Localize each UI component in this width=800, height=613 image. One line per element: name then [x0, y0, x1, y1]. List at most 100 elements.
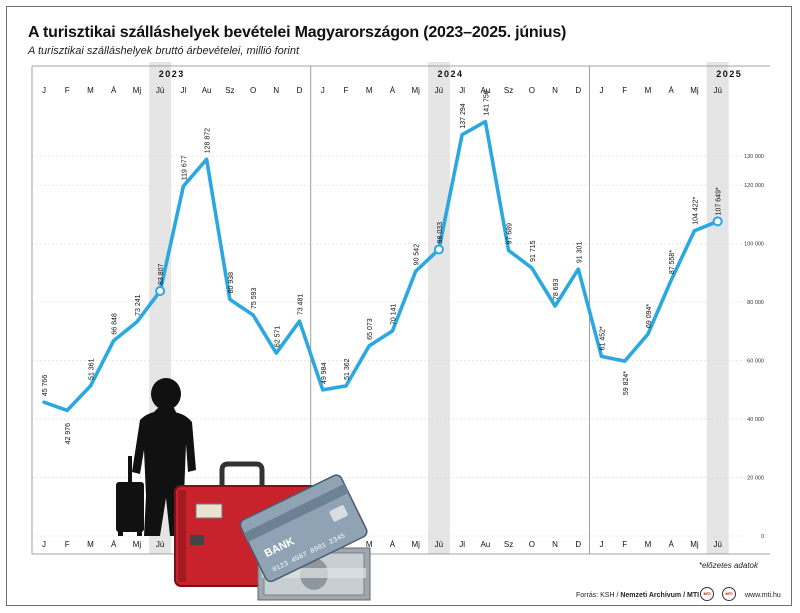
month-label-top: Á — [111, 86, 117, 95]
y-tick-label: 80 000 — [747, 300, 764, 306]
mti-logo-icon: MTI — [700, 587, 714, 601]
source-website: www.mti.hu — [745, 592, 781, 599]
data-label: 128 872 — [205, 128, 212, 153]
month-label-top: Jú — [156, 86, 164, 95]
year-dividers — [31, 65, 770, 555]
data-label: 70 141 — [390, 303, 397, 325]
month-label-bottom: Á — [111, 540, 117, 549]
month-label-top: D — [575, 86, 581, 95]
month-label-top: O — [250, 86, 256, 95]
month-label-bottom: Á — [390, 540, 396, 549]
figure-frame — [6, 6, 792, 606]
data-point — [433, 244, 444, 255]
month-label-top: M — [366, 86, 373, 95]
month-label-bottom: Au — [480, 540, 490, 549]
source-prefix: Forrás: KSH / — [576, 592, 621, 599]
month-label-bottom: F — [622, 540, 627, 549]
month-label-bottom: F — [65, 540, 70, 549]
data-label: 91 301 — [576, 242, 583, 264]
y-tick-label: 130 000 — [744, 154, 764, 160]
data-point — [155, 286, 166, 297]
month-label-top: Jú — [435, 86, 443, 95]
series-line — [42, 119, 720, 413]
data-label: 73 481 — [298, 294, 305, 316]
data-label: 75 593 — [251, 288, 258, 310]
y-tick-label: 0 — [761, 534, 764, 540]
month-label-top: N — [552, 86, 558, 95]
data-label: 51 361 — [88, 358, 95, 380]
data-label: 45 766 — [42, 375, 49, 397]
month-label-bottom: Sz — [504, 540, 513, 549]
data-label: 80 938 — [228, 272, 235, 294]
month-label-bottom: Mj — [133, 540, 142, 549]
highlight-band — [427, 62, 450, 554]
month-label-bottom: J — [600, 540, 604, 549]
data-label: 51 362 — [344, 358, 351, 380]
source-credit: Forrás: KSH / Nemzeti Archívum / MTI — [576, 592, 699, 599]
mti-logo-icon-2: MTI — [722, 587, 736, 601]
data-label: 141 756 — [483, 90, 490, 115]
month-label-bottom: Á — [669, 540, 675, 549]
data-labels: 45 766 42 976 51 361 66 848 73 241 83 807 119 … — [42, 90, 723, 444]
month-label-top: N — [273, 86, 279, 95]
month-label-top: Jl — [459, 86, 465, 95]
data-label: 97 689 — [507, 223, 514, 245]
data-label: 107 649* — [716, 187, 723, 215]
month-label-top: Jú — [713, 86, 721, 95]
month-label-top: Mj — [411, 86, 420, 95]
month-label-bottom: Jú — [156, 540, 164, 549]
month-label-top: M — [87, 86, 94, 95]
year-label: 2023 — [159, 69, 185, 79]
y-tick-label: 120 000 — [744, 183, 764, 189]
data-label: 65 073 — [367, 318, 374, 340]
month-label-top: J — [600, 86, 604, 95]
month-labels-bottom: JFMÁMjJúJlAuSzONDJFMÁMjJúJlAuSzONDJFMÁMj… — [42, 540, 722, 549]
data-label: 69 094* — [646, 304, 653, 328]
month-label-top: O — [529, 86, 535, 95]
month-label-top: J — [42, 86, 46, 95]
month-label-bottom: Jú — [435, 540, 443, 549]
data-label: 90 542 — [414, 244, 421, 266]
year-labels: 2023 2024 2025 — [159, 69, 742, 79]
data-label: 61 452* — [599, 326, 606, 350]
month-label-bottom: N — [552, 540, 558, 549]
month-labels-top: J F M Á Mj Jú Jl Au Sz O N D J F M Á Mj Jú Jl Au Sz O N D J F M Á Mj… — [42, 86, 722, 95]
month-label-top: Au — [480, 86, 490, 95]
y-tick-labels: 0 20 000 40 000 60 000 80 000 100 000 120 000 1… — [744, 154, 764, 540]
chart-title: A turisztikai szálláshelyek bevételei Ma… — [28, 24, 567, 41]
month-label-bottom: Mj — [411, 540, 420, 549]
chart-subtitle: A turisztikai szálláshelyek bruttó árbev… — [28, 45, 300, 57]
month-label-bottom: D — [575, 540, 581, 549]
y-tick-label: 20 000 — [747, 476, 764, 482]
month-label-top: Sz — [225, 86, 234, 95]
month-label-top: J — [321, 86, 325, 95]
month-label-top: Á — [669, 86, 675, 95]
month-label-top: M — [645, 86, 652, 95]
highlight-bands — [149, 62, 729, 554]
month-label-top: F — [65, 86, 70, 95]
month-label-bottom: M — [366, 540, 373, 549]
month-label-top: Á — [390, 86, 396, 95]
month-label-top: F — [344, 86, 349, 95]
data-label: 83 807 — [158, 264, 165, 286]
data-label: 78 693 — [553, 279, 560, 301]
month-label-top: Sz — [504, 86, 513, 95]
data-label: 49 984 — [321, 362, 328, 384]
month-label-bottom: J — [42, 540, 46, 549]
month-label-top: Mj — [133, 86, 142, 95]
month-label-bottom: M — [645, 540, 652, 549]
data-point — [712, 216, 723, 227]
month-label-bottom: Mj — [690, 540, 699, 549]
month-label-top: D — [297, 86, 303, 95]
data-label: 62 571 — [274, 326, 281, 348]
y-tick-label: 40 000 — [747, 417, 764, 423]
year-label: 2025 — [716, 69, 742, 79]
data-label: 59 824* — [623, 371, 630, 395]
data-label: 104 422* — [692, 196, 699, 224]
data-label: 137 294 — [460, 103, 467, 128]
month-label-top: Au — [202, 86, 212, 95]
data-label: 98 033 — [437, 222, 444, 244]
month-label-bottom: Jl — [459, 540, 465, 549]
month-label-bottom: M — [87, 540, 94, 549]
month-label-top: Jl — [180, 86, 186, 95]
